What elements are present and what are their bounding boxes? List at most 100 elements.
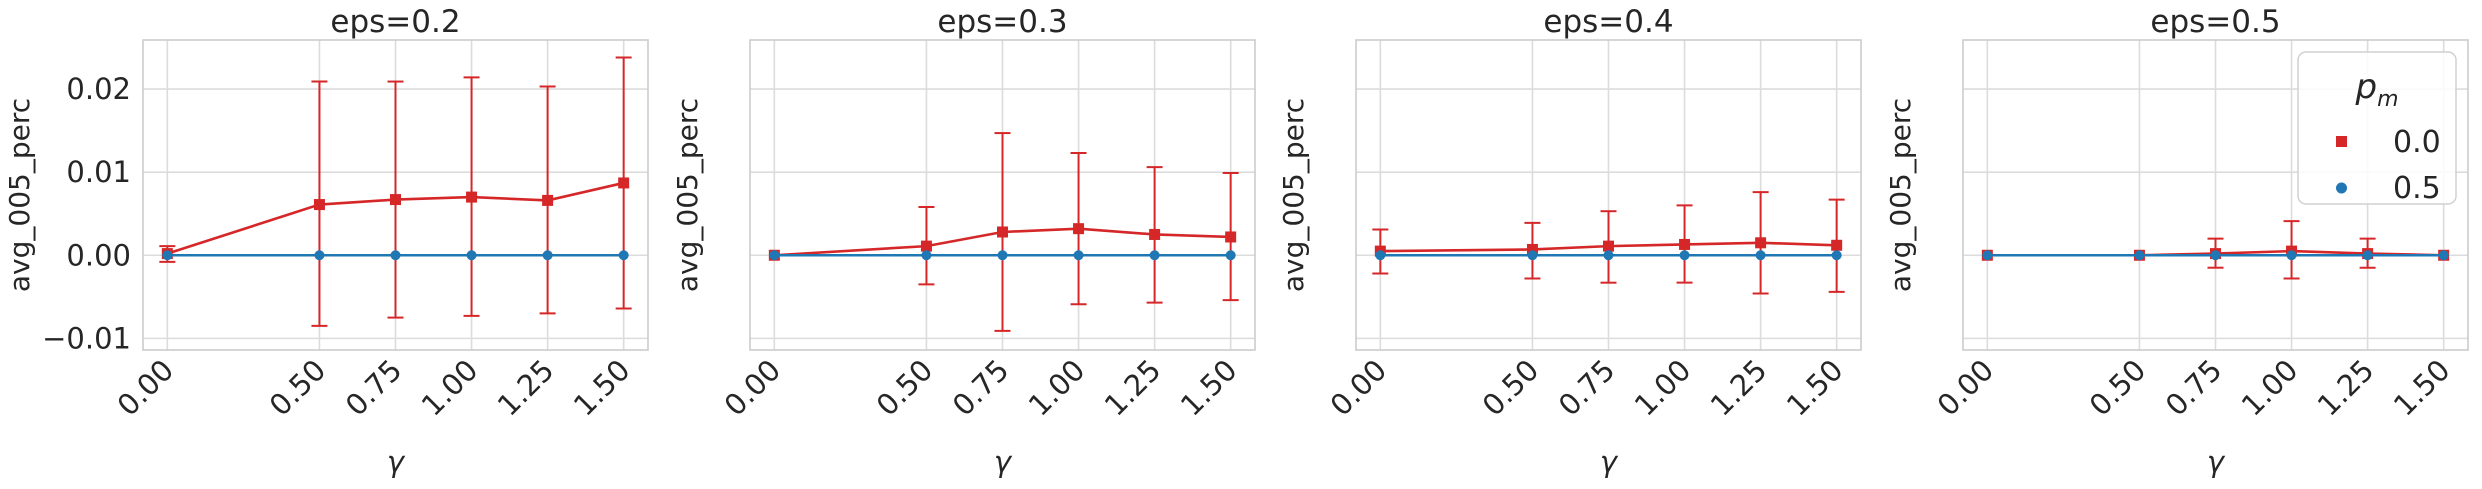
x-tick-label: 1.00 [415, 353, 485, 423]
panel-1: eps=0.20.00 0.50 0.75 1.00 1.25 1.50−0.010.00… [3, 4, 649, 479]
x-tick-label: 1.25 [1098, 353, 1168, 423]
data-point [466, 191, 478, 203]
y-tick-label: 0.01 [66, 155, 131, 189]
x-tick-label: 0.00 [111, 353, 181, 423]
data-point [2362, 250, 2373, 261]
data-point [1073, 223, 1085, 235]
data-point [314, 250, 325, 261]
x-tick-label: 1.25 [491, 353, 561, 423]
chart-title: eps=0.2 [330, 4, 460, 40]
legend-title: pm [2354, 67, 2398, 112]
series-0.5 [1982, 250, 2449, 261]
y-tick-label: −0.01 [42, 321, 131, 355]
axes-frame [1355, 39, 1862, 351]
data-point [2438, 250, 2449, 261]
series-line [166, 181, 624, 255]
x-tick-label: 1.00 [2235, 353, 2305, 423]
data-point [2134, 250, 2145, 261]
data-point [921, 250, 932, 261]
data-point [1603, 240, 1614, 252]
data-point [1527, 250, 1538, 261]
y-axis-label: avg_005_perc [3, 98, 36, 292]
x-axis-label: γ [1600, 445, 1619, 479]
data-point [769, 250, 780, 261]
data-point [1149, 250, 1160, 261]
chart-title: eps=0.4 [1543, 4, 1673, 40]
x-tick-label: 1.50 [1174, 353, 1244, 423]
data-point [1755, 237, 1767, 249]
series-0.5 [769, 250, 1236, 261]
legend-box [2297, 51, 2457, 205]
panel-4: eps=0.5 0.00 0.50 0.75 1.00 1.25 1.50 γ avg_005_… [1884, 4, 2469, 479]
data-point [920, 240, 932, 252]
x-tick-label: 0.75 [946, 353, 1016, 423]
series-0.5 [1375, 250, 1842, 261]
legend-label: 0.5 [2393, 171, 2441, 206]
data-point [997, 250, 1008, 261]
axes-frame [1962, 39, 2469, 351]
x-tick-label: 1.25 [2311, 353, 2381, 423]
x-tick-label: 0.75 [339, 353, 409, 423]
axes-frame [749, 39, 1256, 351]
data-point [1225, 250, 1236, 261]
data-point [997, 226, 1008, 238]
data-point [1679, 238, 1691, 250]
x-tick-label: 1.25 [1704, 353, 1774, 423]
x-tick-label: 0.75 [1552, 353, 1622, 423]
x-tick-label: 1.50 [567, 353, 637, 423]
x-tick-label: 0.00 [1324, 353, 1394, 423]
x-tick-label: 1.00 [1022, 353, 1092, 423]
data-point [1982, 250, 1993, 261]
data-point [2286, 250, 2297, 261]
legend-label: 0.0 [2393, 125, 2441, 160]
legend: pm 0.0 0.5 [2297, 51, 2457, 206]
data-point [542, 250, 553, 261]
data-point [542, 194, 554, 206]
data-point [618, 177, 630, 189]
chart-title: eps=0.3 [937, 4, 1067, 40]
x-tick-label: 0.50 [1476, 353, 1546, 423]
series-line [1380, 241, 1837, 253]
data-point [390, 194, 401, 206]
data-point [1831, 239, 1843, 251]
y-axis-label: avg_005_perc [1277, 98, 1310, 292]
data-point [390, 250, 401, 261]
x-tick-label: 0.00 [1931, 353, 2001, 423]
data-point [1755, 250, 1766, 261]
x-tick-label: 0.50 [870, 353, 940, 423]
data-point [466, 250, 477, 261]
data-point [618, 250, 629, 261]
data-point [1149, 228, 1161, 240]
x-axis-label: γ [2207, 445, 2226, 479]
x-tick-label: 1.50 [2387, 353, 2457, 423]
series-line [774, 227, 1231, 257]
panel-3: eps=0.4 0.00 0.50 0.75 1.00 1.25 1.50 γ avg_005_… [1277, 4, 1862, 479]
data-point [162, 250, 173, 261]
data-point [1526, 243, 1538, 255]
y-tick-label: 0.02 [66, 72, 131, 106]
data-point [313, 199, 325, 211]
x-tick-label: 1.00 [1628, 353, 1698, 423]
data-point [1375, 250, 1386, 261]
data-point [1225, 231, 1237, 243]
x-axis-label: γ [387, 445, 406, 479]
panel-2: eps=0.3 0.00 0.50 0.75 1.00 1.25 1.50 γ avg_005_… [671, 4, 1256, 479]
chart-title: eps=0.5 [2150, 4, 2280, 40]
x-axis-label: γ [994, 445, 1013, 479]
series-0.5 [162, 250, 629, 261]
data-point [1603, 250, 1614, 261]
x-tick-label: 0.75 [2159, 353, 2229, 423]
data-point [2210, 250, 2221, 261]
x-tick-label: 0.50 [263, 353, 333, 423]
y-axis-label: avg_005_perc [671, 98, 704, 292]
axes-frame [142, 39, 649, 351]
legend-marker [2336, 182, 2347, 194]
data-point [1831, 250, 1842, 261]
y-axis-label: avg_005_perc [1884, 98, 1917, 292]
x-tick-label: 0.50 [2083, 353, 2153, 423]
legend-marker [2336, 136, 2347, 147]
y-tick-label: 0.00 [66, 238, 131, 272]
x-tick-label: 0.00 [718, 353, 788, 423]
x-tick-label: 1.50 [1780, 353, 1850, 423]
